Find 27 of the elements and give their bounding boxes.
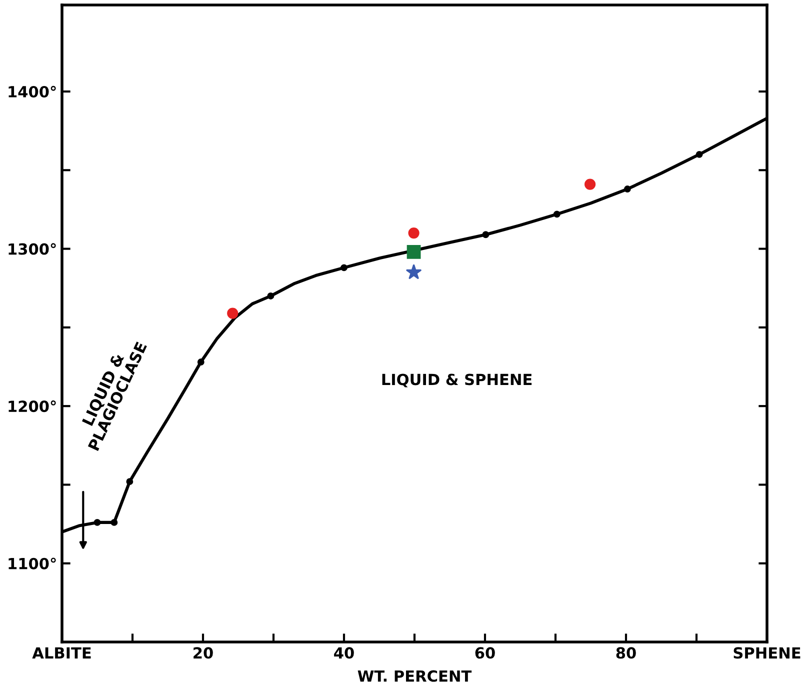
x-tick-label: ALBITE xyxy=(32,647,91,658)
y-tick-label: 1300° xyxy=(8,243,56,255)
y-tick-label: 1200° xyxy=(8,400,56,412)
x-axis-title: WT. PERCENT xyxy=(358,670,472,682)
point xyxy=(110,518,118,526)
point xyxy=(624,186,631,192)
point xyxy=(94,518,101,526)
point xyxy=(197,358,204,366)
point xyxy=(126,478,134,486)
x-tick-label: 80 xyxy=(616,647,636,659)
point xyxy=(553,210,560,218)
point xyxy=(406,264,422,280)
point xyxy=(267,292,274,300)
x-tick-label: 20 xyxy=(194,647,213,659)
point xyxy=(406,244,421,259)
annotation: LIQUID & SPHENE xyxy=(382,374,532,388)
point xyxy=(340,264,348,272)
x-tick-label: 40 xyxy=(334,647,354,659)
point xyxy=(408,228,420,239)
x-tick-label: SPHENE xyxy=(734,647,800,659)
point xyxy=(584,178,596,190)
point xyxy=(696,150,703,158)
y-tick-label: 1400° xyxy=(8,86,56,98)
x-tick-label: 60 xyxy=(475,647,495,659)
point xyxy=(227,308,238,319)
point xyxy=(482,231,490,238)
y-tick-label: 1100° xyxy=(8,558,56,570)
